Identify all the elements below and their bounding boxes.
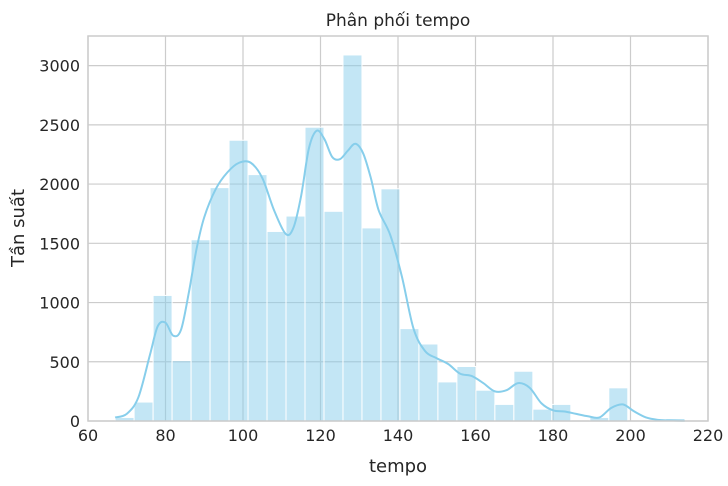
- histogram-bar: [285, 215, 306, 422]
- kde-curve: [114, 129, 685, 422]
- y-tick-label: 2000: [39, 175, 80, 194]
- y-tick-label: 3000: [39, 57, 80, 76]
- histogram-bar: [304, 126, 325, 422]
- histogram-bar: [247, 174, 268, 422]
- x-tick-label: 220: [693, 426, 724, 445]
- histogram-bar: [494, 403, 515, 422]
- histogram-bar: [171, 360, 192, 422]
- y-tick-label: 0: [70, 412, 80, 431]
- x-tick-label: 60: [78, 426, 98, 445]
- histogram-bar: [380, 188, 401, 422]
- plot-frame: [87, 35, 709, 422]
- histogram-bar: [475, 389, 496, 422]
- histogram-bar: [228, 139, 249, 422]
- y-tick-label: 1500: [39, 234, 80, 253]
- y-tick-label: 500: [49, 353, 80, 372]
- x-tick-label: 100: [228, 426, 259, 445]
- histogram-bar: [418, 343, 439, 422]
- histogram-bar: [532, 408, 553, 422]
- histogram-bar: [361, 227, 382, 422]
- y-tick-label: 2500: [39, 116, 80, 135]
- x-tick-label: 160: [460, 426, 491, 445]
- histogram-bar: [437, 381, 458, 422]
- x-tick-label: 120: [305, 426, 336, 445]
- histogram-bar: [152, 294, 173, 422]
- histogram-bar: [266, 230, 287, 422]
- x-tick-label: 200: [615, 426, 646, 445]
- x-axis-label: tempo: [369, 456, 427, 477]
- histogram-bar: [133, 401, 154, 422]
- histogram-bar: [342, 54, 363, 422]
- histogram-bar: [209, 187, 230, 422]
- chart-title: Phân phối tempo: [326, 10, 471, 31]
- x-tick-label: 80: [155, 426, 175, 445]
- histogram-bar: [323, 210, 344, 422]
- x-tick-label: 140: [383, 426, 414, 445]
- histogram-bar: [513, 370, 534, 422]
- y-axis-label: Tần suất: [8, 189, 29, 268]
- x-tick-label: 180: [538, 426, 569, 445]
- histogram-bar: [399, 328, 420, 422]
- y-tick-label: 1000: [39, 294, 80, 313]
- axis-layer: 60 80 100 120 140 160 180 200 220 0 500 1000 1500 200…: [39, 35, 724, 445]
